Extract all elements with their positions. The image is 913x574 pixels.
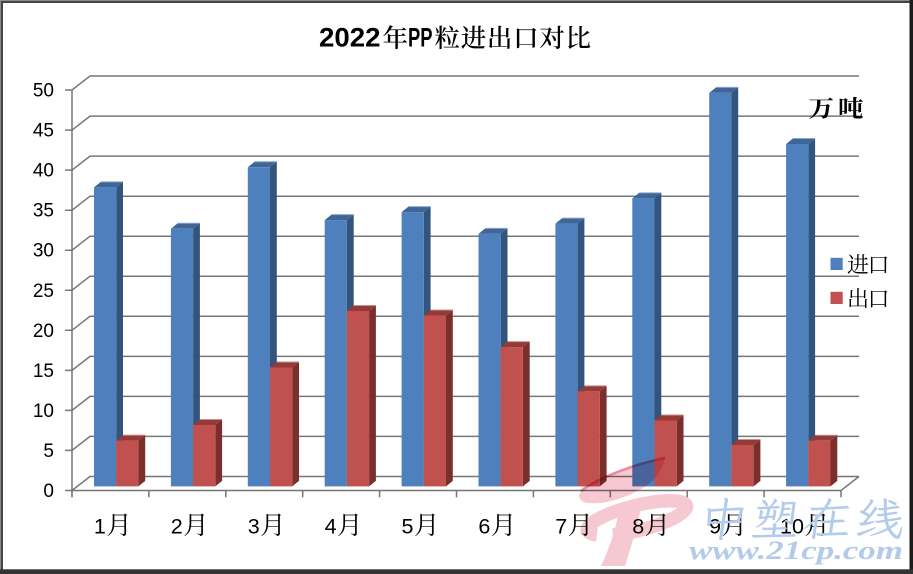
svg-text:2022: 2022 (319, 23, 381, 53)
svg-text:5: 5 (402, 515, 414, 539)
svg-text:15: 15 (33, 361, 54, 382)
svg-text:6: 6 (478, 515, 490, 539)
svg-text:7: 7 (555, 515, 567, 539)
svg-text:9: 9 (709, 515, 721, 539)
svg-text:PP: PP (408, 23, 433, 53)
svg-text:50: 50 (33, 81, 54, 102)
svg-text:2: 2 (171, 515, 183, 539)
svg-text:30: 30 (33, 241, 54, 262)
svg-text:0: 0 (43, 481, 54, 502)
svg-text:5: 5 (43, 441, 54, 462)
svg-text:25: 25 (33, 281, 54, 302)
svg-text:20: 20 (33, 321, 54, 342)
svg-text:3: 3 (248, 515, 260, 539)
svg-text:8: 8 (632, 515, 644, 539)
svg-text:1: 1 (94, 515, 106, 539)
svg-text:35: 35 (33, 201, 54, 222)
svg-text:45: 45 (33, 121, 54, 142)
svg-text:40: 40 (33, 161, 54, 182)
svg-text:4: 4 (325, 515, 337, 539)
svg-text:www.21cp.com: www.21cp.com (689, 536, 903, 565)
svg-text:10: 10 (33, 401, 54, 422)
